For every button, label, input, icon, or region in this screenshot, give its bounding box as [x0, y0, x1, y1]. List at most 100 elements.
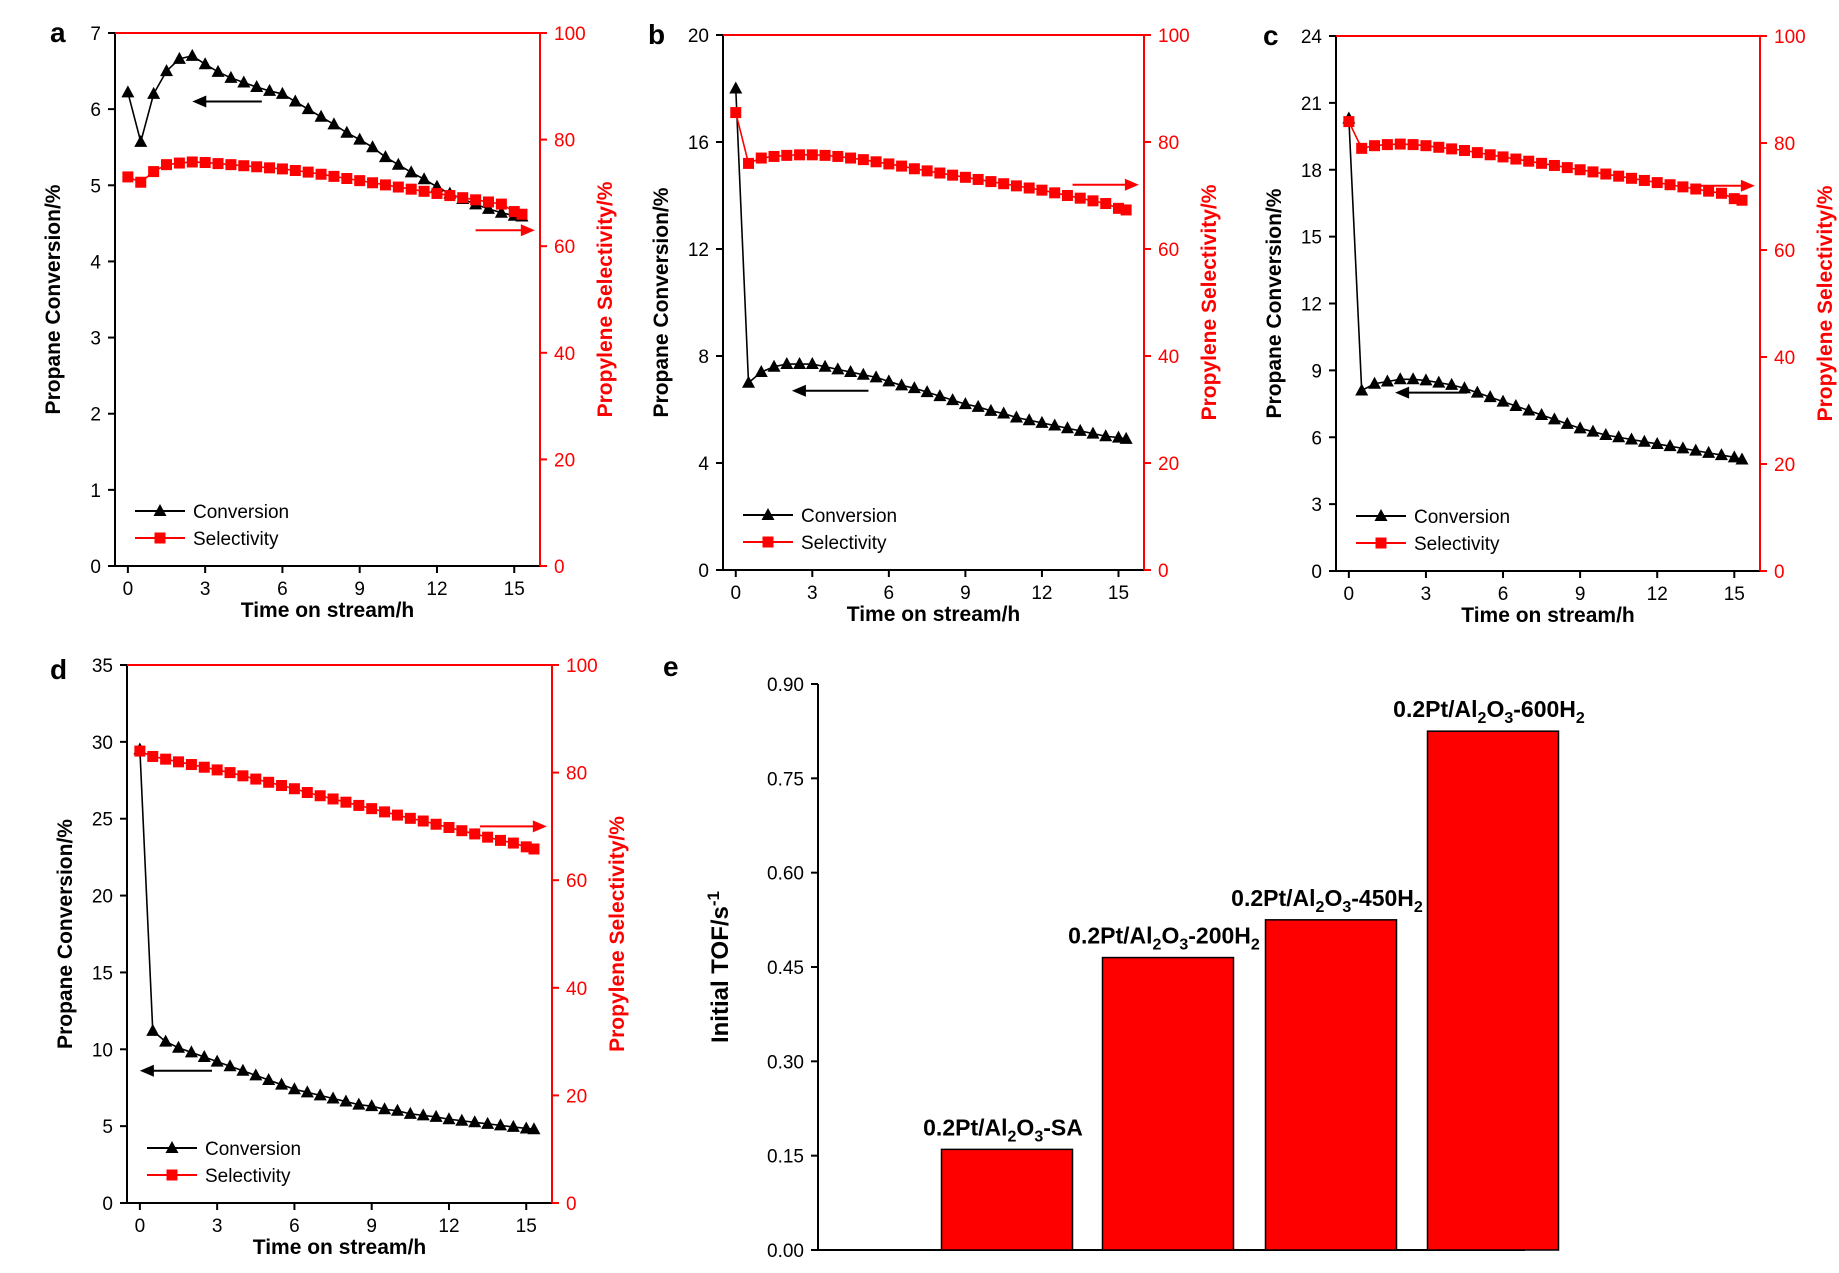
selectivity-point — [327, 793, 339, 805]
selectivity-point — [1446, 143, 1458, 155]
conversion-point — [754, 365, 768, 378]
x-tick-label: 12 — [1647, 584, 1668, 605]
selectivity-point — [998, 178, 1010, 190]
selectivity-point — [173, 157, 185, 169]
conversion-point — [1560, 416, 1574, 429]
y-tick-label: 18 — [1301, 161, 1322, 182]
selectivity-point — [921, 165, 933, 177]
y-tick-label: 0.15 — [767, 1147, 804, 1168]
conversion-point — [121, 85, 135, 98]
conversion-point — [1735, 452, 1749, 465]
selectivity-point — [173, 756, 185, 768]
selectivity-point — [482, 196, 494, 208]
x-axis-title: Time on stream/h — [253, 1236, 427, 1259]
selectivity-point — [444, 190, 456, 202]
selectivity-point — [768, 150, 780, 162]
conversion-point — [159, 1034, 173, 1047]
selectivity-point — [1074, 192, 1086, 204]
selectivity-point — [1613, 170, 1625, 182]
selectivity-point — [495, 198, 507, 210]
legend-conversion-label: Conversion — [801, 506, 897, 527]
selectivity-point — [122, 171, 134, 183]
x-tick-label: 0 — [135, 1216, 146, 1237]
y2-tick-label: 0 — [1774, 562, 1785, 583]
y-tick-label: 15 — [1301, 228, 1322, 249]
selectivity-point — [315, 168, 327, 180]
selectivity-point — [1523, 155, 1535, 167]
conversion-line — [1348, 118, 1743, 461]
conversion-point — [288, 94, 302, 107]
y-tick-label: 0.30 — [767, 1052, 804, 1073]
panel-d: d 0 3 6 9 12 15 0 5 10 15 20 25 30 35 0 20 40 60 80 100 Time … — [50, 654, 629, 1259]
y-tick-label: 0 — [1311, 562, 1322, 583]
legend-selectivity-marker — [166, 1169, 178, 1181]
x-tick-label: 12 — [438, 1216, 459, 1237]
conversion-point — [429, 1109, 443, 1122]
selectivity-point — [528, 843, 540, 855]
conversion-point — [1689, 443, 1703, 456]
conversion-point — [160, 64, 174, 77]
selectivity-point — [832, 150, 844, 162]
conversion-point — [197, 1049, 211, 1062]
bar — [1426, 730, 1560, 1251]
conversion-point — [378, 150, 392, 163]
selectivity-point — [1715, 187, 1727, 199]
selectivity-point — [225, 159, 237, 171]
conversion-point — [1650, 436, 1664, 449]
conversion-point — [1022, 413, 1036, 426]
conversion-point — [831, 362, 845, 375]
arrow-head — [1124, 178, 1139, 191]
conversion-point — [146, 1023, 160, 1036]
conversion-point — [1727, 450, 1741, 463]
conversion-point — [468, 1115, 482, 1128]
conversion-point — [287, 1082, 301, 1095]
panel-label: e — [663, 651, 679, 682]
legend-conversion-label: Conversion — [205, 1139, 301, 1160]
x-tick-label: 6 — [277, 579, 288, 600]
selectivity-point — [264, 162, 276, 174]
y-tick-label: 8 — [698, 347, 709, 368]
selectivity-point — [456, 825, 468, 837]
selectivity-point — [1049, 187, 1061, 199]
selectivity-point — [250, 773, 262, 785]
conversion-point — [1637, 434, 1651, 447]
conversion-point — [236, 1063, 250, 1076]
legend-conversion-marker — [1374, 509, 1388, 521]
arrow-head — [1395, 386, 1410, 399]
selectivity-point — [1574, 164, 1586, 176]
panel-c: c 0 3 6 9 12 15 0 3 6 9 12 15 18 21 24 0 20 40 60 80 100 Time … — [1263, 20, 1837, 627]
selectivity-point — [1690, 183, 1702, 195]
selectivity-point — [470, 194, 482, 206]
selectivity-point — [417, 815, 429, 827]
selectivity-point — [443, 821, 455, 833]
conversion-point — [984, 403, 998, 416]
conversion-point — [275, 1077, 289, 1090]
x-tick-label: 0 — [123, 579, 134, 600]
conversion-point — [920, 385, 934, 398]
conversion-point — [353, 132, 367, 145]
y-tick-label: 5 — [102, 1117, 113, 1138]
selectivity-point — [353, 799, 365, 811]
conversion-point — [506, 1119, 520, 1132]
x-tick-label: 0 — [730, 583, 741, 604]
x-tick-label: 12 — [426, 579, 447, 600]
panel-label: a — [50, 17, 66, 48]
selectivity-point — [1458, 144, 1470, 156]
selectivity-point — [148, 166, 160, 178]
conversion-point — [185, 48, 199, 61]
selectivity-point — [1510, 153, 1522, 165]
y-tick-label: 12 — [1301, 295, 1322, 316]
conversion-point — [378, 1102, 392, 1115]
selectivity-point — [896, 160, 908, 172]
conversion-point — [1393, 372, 1407, 385]
selectivity-point — [494, 834, 506, 846]
y-tick-label: 0.90 — [767, 675, 804, 696]
selectivity-point — [1036, 184, 1048, 196]
y-tick-label: 0 — [698, 561, 709, 582]
y-tick-label: 0.00 — [767, 1241, 804, 1262]
y-tick-label: 1 — [90, 481, 101, 502]
selectivity-point — [199, 157, 211, 169]
x-tick-label: 6 — [289, 1216, 300, 1237]
selectivity-point — [276, 780, 288, 792]
